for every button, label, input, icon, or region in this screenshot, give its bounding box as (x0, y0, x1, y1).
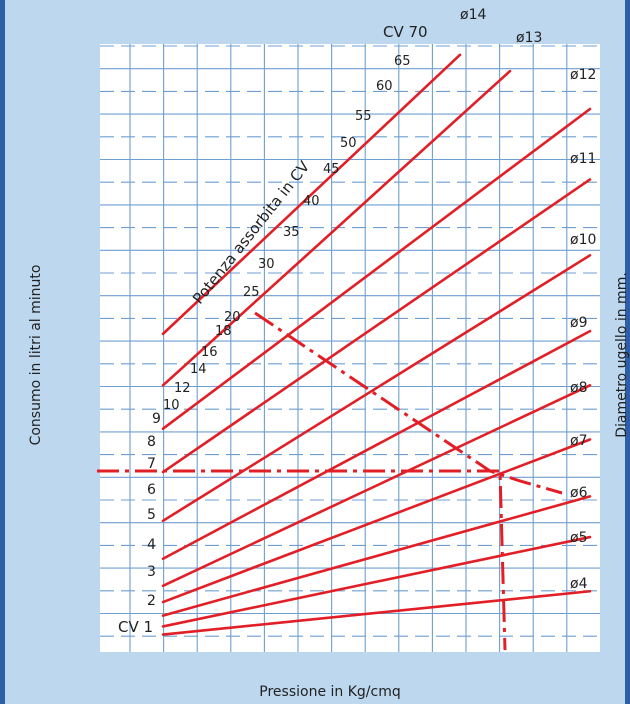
series-line (161, 329, 592, 561)
series-label: ø5 (570, 530, 587, 546)
y-tick-label: 7 (147, 456, 156, 472)
series-label: ø10 (570, 232, 596, 248)
y-tick-label: 20 (224, 310, 241, 325)
series-lines (161, 53, 592, 636)
y-tick-label: 16 (201, 345, 218, 360)
series-line (161, 107, 592, 430)
y-tick-label: 55 (355, 109, 372, 124)
y-tick-label: 14 (190, 362, 207, 377)
y-tick-label: 2 (147, 593, 156, 609)
series-line (161, 69, 512, 387)
y-tick-label: 9 (152, 411, 161, 427)
y-tick-label: 65 (394, 54, 411, 69)
series-label: ø4 (570, 576, 588, 592)
y-tick-label: CV 70 (383, 23, 428, 41)
series-line (161, 178, 592, 474)
y-axis-title: Consumo in litri al minuto (28, 265, 44, 446)
y-tick-label: 45 (323, 162, 340, 177)
series-label: ø11 (570, 151, 596, 167)
y-tick-label: 30 (258, 257, 275, 272)
y2-axis-title: Diametro ugello in mm. (614, 272, 630, 438)
y-tick-label: CV 1 (118, 618, 153, 636)
series-line (161, 254, 592, 523)
y-tick-label: 60 (376, 79, 393, 94)
series-label: ø12 (570, 67, 596, 83)
example-path (97, 311, 563, 651)
series-line (161, 53, 462, 336)
series-labels: ø4 ø5 ø6 ø7 ø8 ø9 ø10 ø11 ø12 ø13 ø14 (460, 7, 596, 592)
y-tick-label: 40 (303, 194, 320, 209)
y-tick-label: 35 (283, 225, 300, 240)
series-label: ø13 (516, 30, 542, 46)
y-tick-label: 5 (147, 507, 156, 523)
series-line (161, 535, 592, 628)
series-line (161, 384, 592, 588)
y-tick-label: 25 (243, 285, 260, 300)
y-tick-label: 6 (147, 482, 156, 498)
y-tick-label: 3 (147, 564, 156, 580)
series-line (161, 495, 592, 617)
x-axis-title: Pressione in Kg/cmq (259, 684, 400, 700)
y-tick-label: 10 (163, 398, 180, 413)
series-line (161, 589, 592, 636)
series-label: ø7 (570, 433, 587, 449)
example-line (97, 469, 507, 651)
plot-area (100, 44, 600, 652)
series-label: ø14 (460, 7, 486, 23)
y-tick-labels: CV 1234567891012141618202530354045505560… (118, 23, 428, 636)
y-tick-label: 8 (147, 434, 156, 450)
series-line (161, 438, 592, 604)
y-tick-label: 50 (340, 136, 357, 151)
y-tick-label: 4 (147, 537, 156, 553)
y-tick-label: 12 (174, 381, 191, 396)
series-label: ø8 (570, 380, 587, 396)
series-label: ø6 (570, 485, 588, 501)
series-label: ø9 (570, 315, 587, 331)
y-tick-label: 18 (215, 324, 232, 339)
